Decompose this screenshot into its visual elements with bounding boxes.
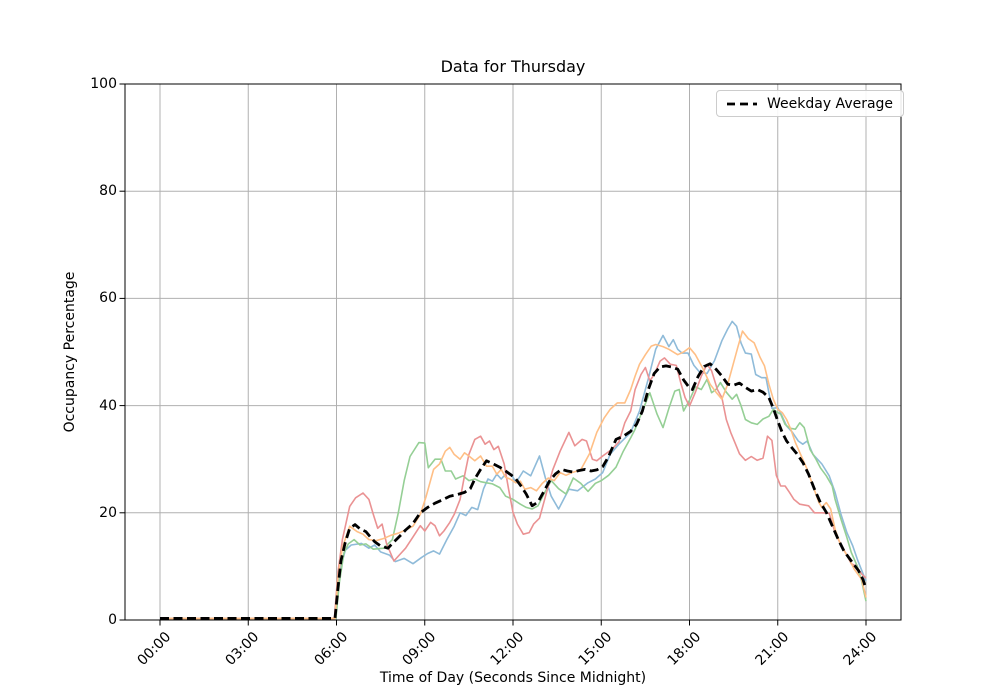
series-line-thursday-sample-red xyxy=(160,357,867,620)
series-line-thursday-sample-orange xyxy=(160,330,867,620)
y-tick-label: 0 xyxy=(108,612,117,628)
y-tick-label: 60 xyxy=(99,290,117,307)
dashed-line-icon xyxy=(727,102,757,105)
y-tick-label: 40 xyxy=(99,397,117,414)
y-tick-label: 20 xyxy=(99,504,117,521)
legend-label: Weekday Average xyxy=(767,95,894,112)
chart-title: Data for Thursday xyxy=(440,57,586,76)
x-axis-label: Time of Day (Seconds Since Midnight) xyxy=(379,670,647,686)
series-line-thursday-sample-green xyxy=(160,378,867,620)
series-line-weekday-average xyxy=(160,362,868,620)
y-tick-label: 100 xyxy=(90,76,117,92)
y-tick-label: 80 xyxy=(99,183,117,200)
legend: Weekday Average xyxy=(716,90,905,117)
